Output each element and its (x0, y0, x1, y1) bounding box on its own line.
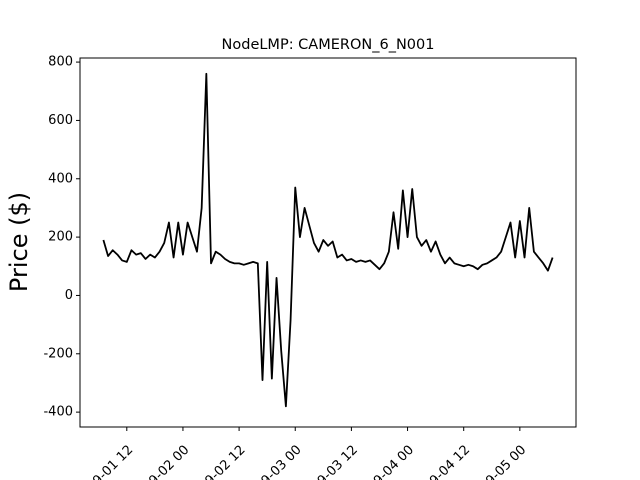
y-tick-label: 200 (48, 230, 73, 245)
chart-title: NodeLMP: CAMERON_6_N001 (222, 37, 435, 53)
y-tick-label: -200 (43, 346, 73, 361)
y-tick-label: 600 (48, 113, 73, 128)
price-line (102, 72, 554, 408)
y-tick-label: 0 (65, 288, 73, 303)
y-tick-label: 800 (48, 55, 73, 70)
y-axis-label: Price ($) (5, 192, 33, 292)
axes-frame (79, 57, 577, 428)
y-tick-label: -400 (43, 405, 73, 420)
plot-area (102, 72, 554, 408)
y-tick-label: 400 (48, 171, 73, 186)
